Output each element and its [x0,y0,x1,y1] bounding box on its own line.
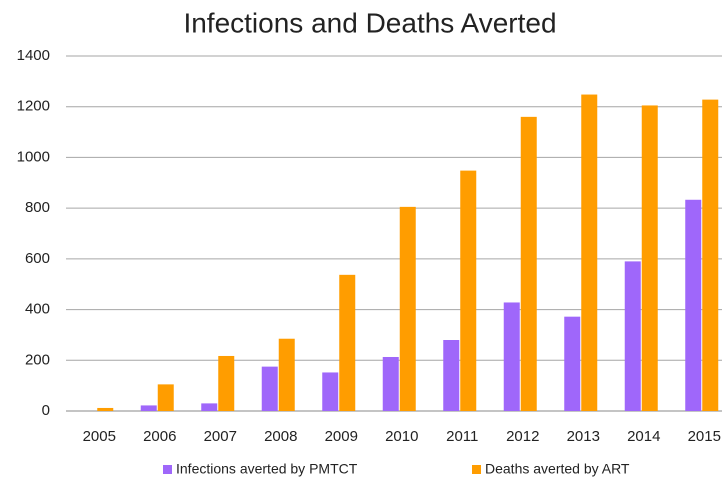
y-tick-label: 0 [42,402,50,419]
x-tick-label: 2006 [143,428,176,445]
x-tick-label: 2015 [688,428,721,445]
x-tick-label: 2012 [506,428,539,445]
x-tick-label: 2009 [325,428,358,445]
y-tick-label: 400 [25,301,50,318]
bar [339,274,356,411]
legend-swatch [472,465,481,474]
bar [157,384,174,411]
legend-label: Infections averted by PMTCT [176,461,358,477]
bar [140,405,157,411]
chart-title: Infections and Deaths Averted [183,7,556,38]
y-tick-label: 1200 [17,98,50,115]
legend-swatch [163,465,172,474]
x-tick-label: 2014 [627,428,660,445]
bar [702,99,719,411]
x-tick-label: 2005 [83,428,116,445]
y-tick-label: 1000 [17,148,50,165]
bar [641,105,658,412]
x-tick-label: 2008 [264,428,297,445]
y-tick-label: 600 [25,250,50,267]
bar [382,356,399,411]
bar [685,199,702,411]
x-tick-label: 2011 [446,428,478,445]
bar [503,302,520,411]
bar [624,261,641,411]
bar [581,94,598,412]
bar [520,116,537,411]
bar [261,366,278,411]
x-tick-label: 2013 [567,428,600,445]
bar [460,170,477,411]
bar [201,403,218,411]
bar [278,338,295,411]
y-tick-label: 200 [25,351,50,368]
bar [443,340,460,411]
x-tick-label: 2007 [204,428,237,445]
y-tick-label: 800 [25,199,50,216]
legend-label: Deaths averted by ART [485,461,630,477]
y-tick-label: 1400 [17,47,50,64]
x-tick-label: 2010 [385,428,418,445]
bar [97,407,114,411]
bar [322,372,339,411]
bar [564,316,581,411]
bar [218,355,235,411]
bar [399,206,416,411]
